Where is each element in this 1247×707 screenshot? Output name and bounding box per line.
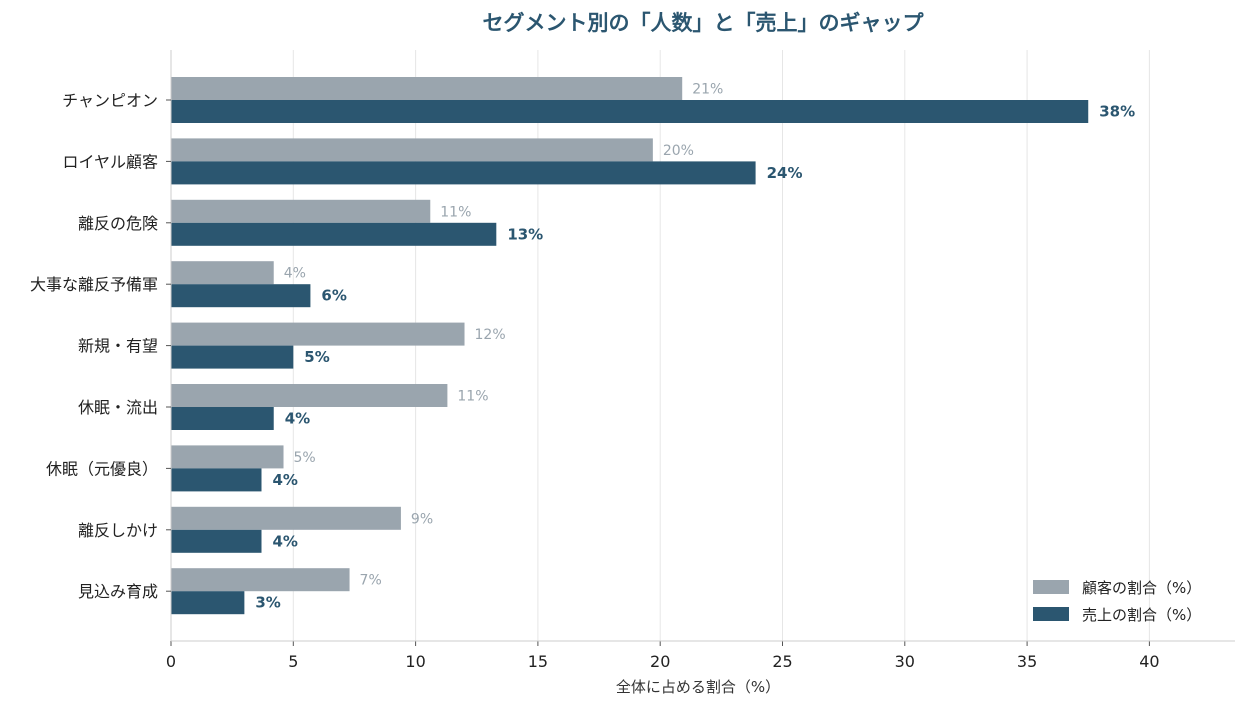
x-axis: 0 5 10 15 20 25 30 35 40 <box>166 640 1235 671</box>
y-axis: チャンピオンロイヤル顧客離反の危険大事な離反予備軍新規・有望休眠・流出休眠（元優… <box>30 50 172 641</box>
customer-share-label: 21% <box>692 82 723 98</box>
category-label: 見込み育成 <box>78 582 158 601</box>
customer-share-bar <box>171 77 683 100</box>
data-labels: 21% 38% 20% 24% 11% 13% 4% 6% 12% 5% 11% 4% 5% 4% 9% 4%… <box>255 82 1135 612</box>
x-tick-label: 25 <box>772 652 792 671</box>
category-label: チャンピオン <box>62 91 158 110</box>
customer-share-label: 7% <box>360 573 382 589</box>
x-tick-label: 0 <box>166 652 176 671</box>
customer-share-label: 12% <box>475 327 506 343</box>
customer-share-label: 20% <box>663 143 694 159</box>
sales-share-bar <box>171 345 294 369</box>
sales-share-bar <box>171 284 311 308</box>
x-tick-label: 35 <box>1017 652 1037 671</box>
sales-share-label: 5% <box>304 348 329 366</box>
category-label: 大事な離反予備軍 <box>30 275 158 294</box>
legend-label-customer: 顧客の割合（%） <box>1082 579 1201 597</box>
category-label: 離反しかけ <box>78 521 158 540</box>
sales-share-label: 4% <box>273 471 298 489</box>
category-label: 休眠・流出 <box>78 398 158 417</box>
customer-share-bar <box>171 138 653 162</box>
x-tick-label: 10 <box>405 652 425 671</box>
customer-share-label: 11% <box>440 204 471 220</box>
x-tick-label: 5 <box>288 652 298 671</box>
sales-share-bar <box>171 222 497 246</box>
customer-share-bar <box>171 568 350 592</box>
x-axis-title: 全体に占める割合（%） <box>616 678 780 696</box>
legend-swatch-customer <box>1033 580 1069 594</box>
sales-share-bar <box>171 529 262 553</box>
customer-share-bar <box>171 445 284 469</box>
sales-share-label: 6% <box>321 287 346 305</box>
x-tick-label: 30 <box>895 652 915 671</box>
x-tick-label: 40 <box>1139 652 1159 671</box>
sales-share-bar <box>171 468 262 492</box>
category-label: 離反の危険 <box>78 214 158 233</box>
sales-share-label: 3% <box>255 594 280 612</box>
customer-share-bar <box>171 322 465 346</box>
bars <box>171 77 1089 615</box>
customer-share-bar <box>171 506 401 530</box>
category-label: 新規・有望 <box>78 337 158 356</box>
sales-share-bar <box>171 161 756 185</box>
category-label: 休眠（元優良） <box>46 459 158 478</box>
sales-share-label: 13% <box>507 225 543 243</box>
x-tick-label: 20 <box>650 652 670 671</box>
customer-share-label: 5% <box>294 450 316 466</box>
customer-share-label: 4% <box>284 266 306 282</box>
chart-title: セグメント別の「人数」と「売上」のギャップ <box>483 11 925 35</box>
customer-share-bar <box>171 384 448 407</box>
customer-share-label: 11% <box>457 389 488 405</box>
sales-share-label: 24% <box>767 164 803 182</box>
x-tick-label: 15 <box>528 652 548 671</box>
sales-share-label: 38% <box>1099 103 1135 121</box>
sales-share-bar <box>171 407 274 430</box>
customer-share-label: 9% <box>411 511 433 527</box>
customer-share-bar <box>171 199 431 223</box>
sales-share-bar <box>171 100 1089 123</box>
customer-share-bar <box>171 261 274 285</box>
sales-share-bar <box>171 591 245 615</box>
legend: 顧客の割合（%） 売上の割合（%） <box>1033 579 1201 624</box>
legend-label-sales: 売上の割合（%） <box>1082 606 1201 624</box>
sales-share-label: 4% <box>273 532 298 550</box>
category-label: ロイヤル顧客 <box>62 152 158 171</box>
sales-share-label: 4% <box>285 410 310 428</box>
legend-swatch-sales <box>1033 607 1069 621</box>
